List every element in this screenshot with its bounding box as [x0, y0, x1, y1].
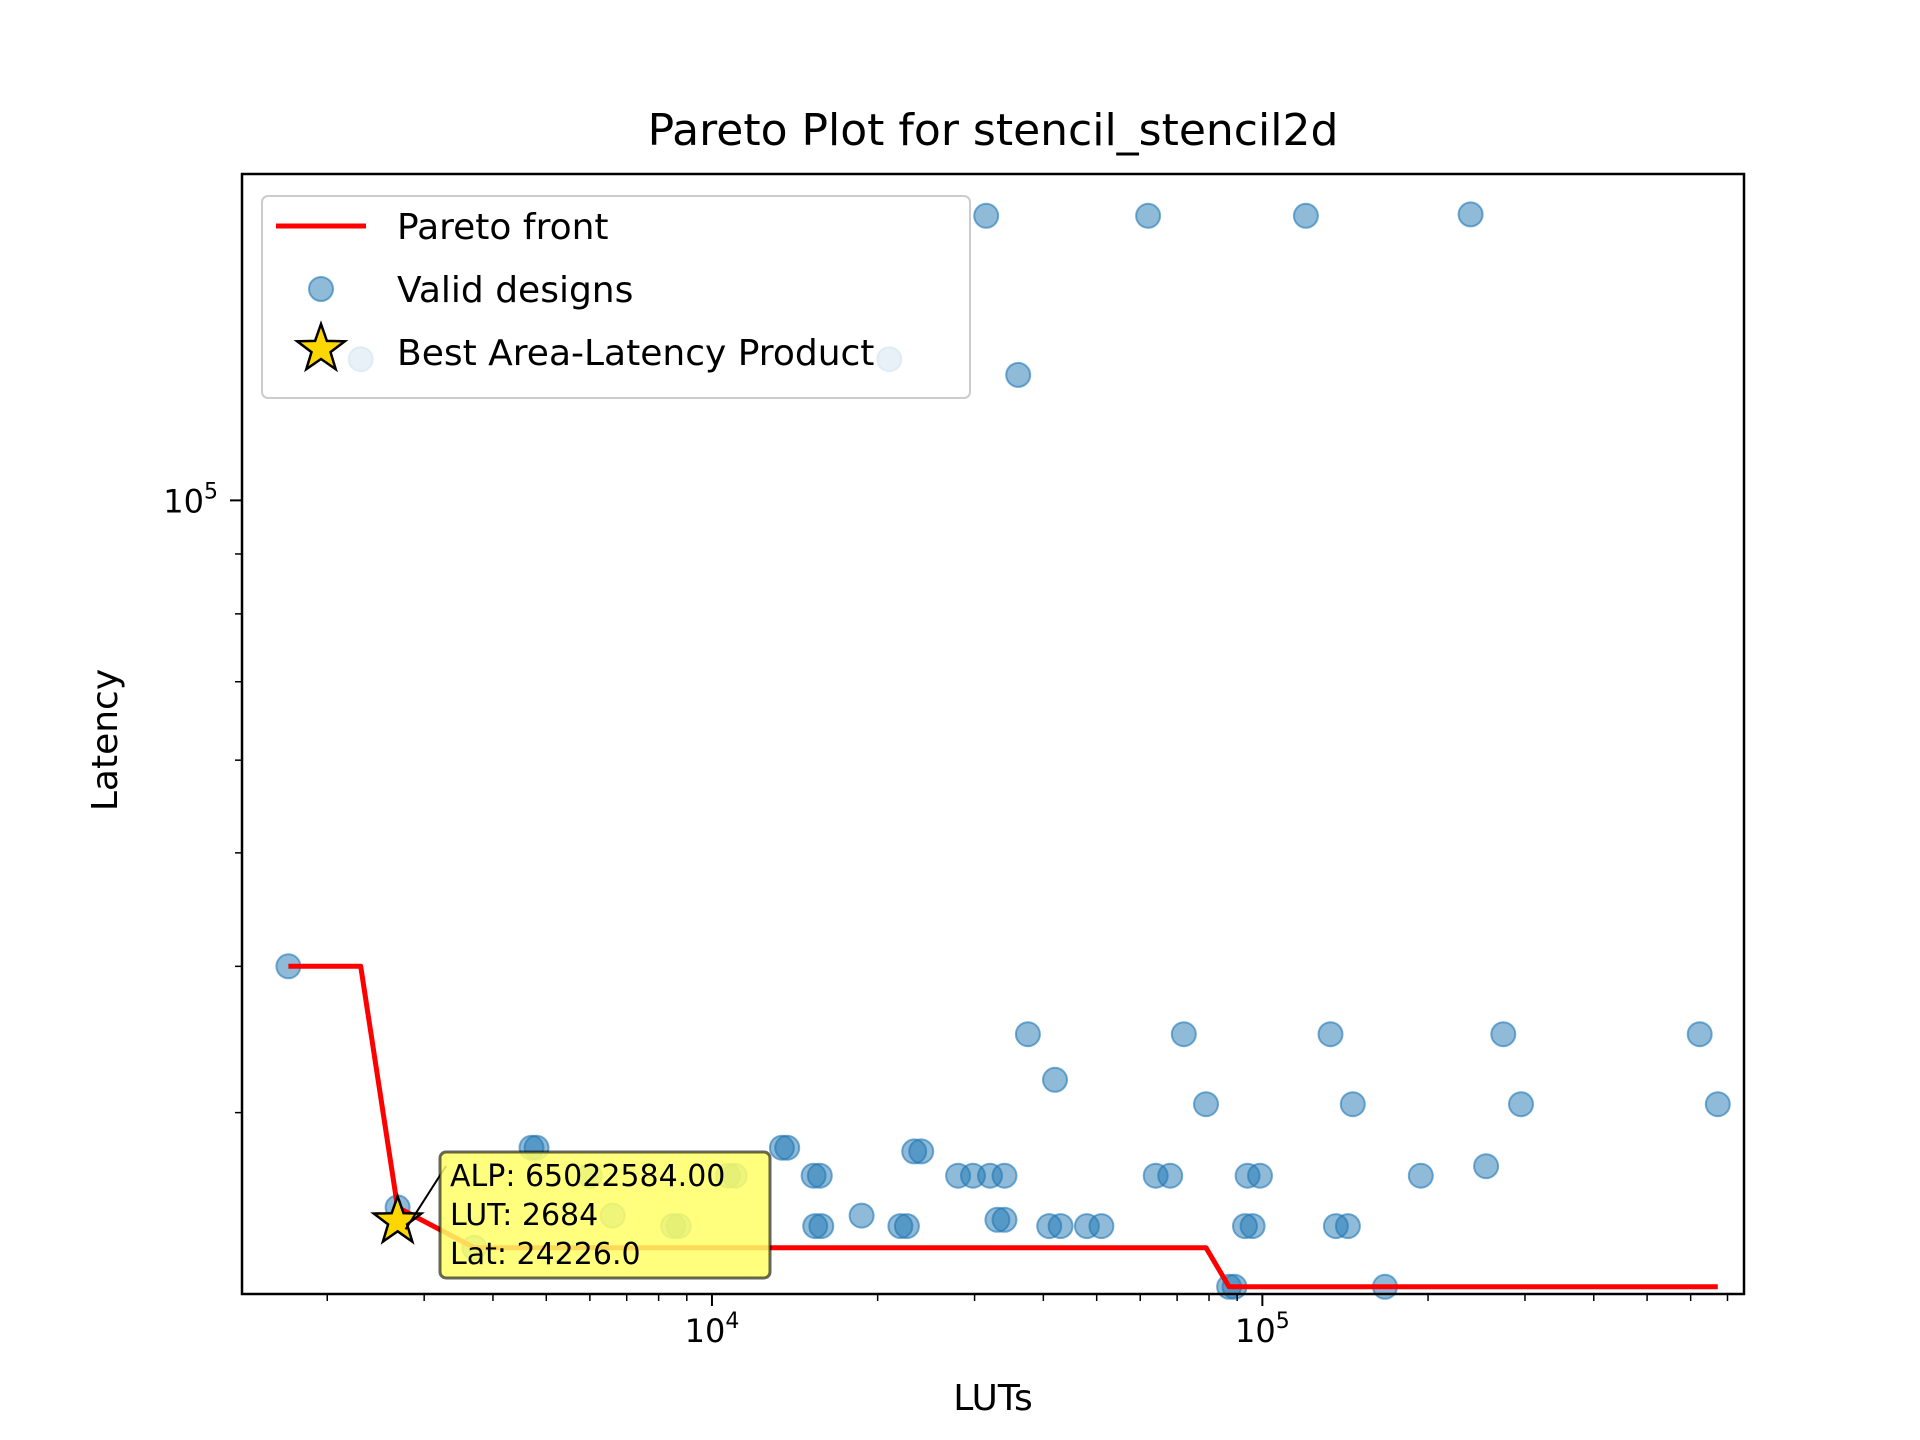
legend-swatch-star [293, 320, 349, 373]
best-point-annotation: ALP: 65022584.00 LUT: 2684 Lat: 24226.0 [404, 1150, 772, 1280]
legend-entry: Pareto front [397, 207, 609, 248]
scatter-point [774, 1134, 801, 1161]
x-axis-label: LUTs [953, 1378, 1032, 1419]
scatter-point [848, 1202, 875, 1229]
annotation-box [438, 1150, 772, 1280]
y-tick-label: 105 [163, 479, 218, 520]
scatter-point [1292, 202, 1319, 229]
scatter-point [1042, 1066, 1068, 1093]
scatter-point [1005, 361, 1032, 388]
pareto-front-line [288, 963, 1718, 1290]
scatter-point [808, 1213, 835, 1240]
legend-entry: Best Area-Latency Product [397, 333, 874, 374]
scatter-point [1473, 1153, 1500, 1180]
scatter-point [1334, 1213, 1361, 1240]
chart-title: Pareto Plot for stencil_stencil2d [648, 105, 1339, 156]
scatter-point [893, 1213, 920, 1240]
scatter-point [1047, 1213, 1074, 1240]
legend-swatch-points [308, 276, 334, 302]
scatter-point [1339, 1091, 1366, 1118]
x-tick-label: 105 [1235, 1309, 1290, 1350]
scatter-point [991, 1162, 1018, 1189]
scatter-point [1088, 1213, 1115, 1240]
scatter-point [1704, 1091, 1731, 1118]
axes: 104 105 105 [163, 172, 1746, 1350]
legend-box [261, 195, 971, 399]
scatter-point [991, 1206, 1018, 1233]
scatter-point [1239, 1213, 1266, 1240]
scatter-point [1014, 1021, 1041, 1048]
annotation-line: ALP: 65022584.00 [450, 1159, 725, 1194]
scatter-point [1317, 1021, 1344, 1048]
scatter-point [1686, 1021, 1713, 1048]
scatter-point [1247, 1162, 1273, 1189]
scatter-point [1135, 202, 1162, 229]
scatter-point [1193, 1091, 1219, 1118]
scatter-point [908, 1138, 935, 1165]
scatter-point [1490, 1021, 1517, 1048]
axes-frame [240, 172, 1746, 1296]
x-tick-label: 104 [685, 1309, 740, 1350]
legend: Pareto front Valid designs Best Area-Laten… [261, 195, 971, 399]
scatter-point [1170, 1021, 1197, 1048]
annotation-line: Lat: 24226.0 [450, 1237, 641, 1272]
annotation-line: LUT: 2684 [450, 1198, 598, 1233]
y-axis-label: Latency [85, 669, 126, 811]
scatter-point [1508, 1091, 1534, 1118]
scatter-point [1157, 1162, 1184, 1189]
scatter-point [1407, 1162, 1434, 1189]
legend-entry: Valid designs [397, 270, 633, 311]
scatter-point [1457, 201, 1484, 228]
scatter-point [806, 1162, 833, 1189]
scatter-point [973, 202, 1000, 229]
